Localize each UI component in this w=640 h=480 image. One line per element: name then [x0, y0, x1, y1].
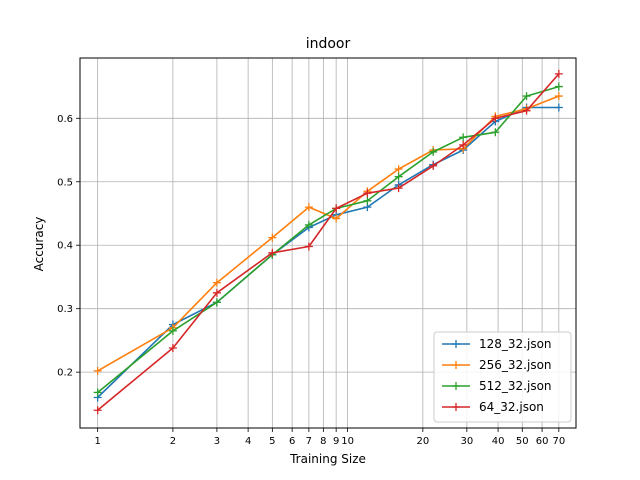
data-point-marker [212, 288, 221, 297]
x-tick-label: 8 [320, 436, 326, 447]
legend-label: 64_32.json [479, 400, 544, 414]
legend-label: 128_32.json [479, 337, 552, 351]
data-point-marker [491, 114, 500, 123]
x-tick-label: 30 [460, 436, 473, 447]
data-point-marker [332, 204, 341, 213]
y-tick-label: 0.5 [57, 177, 73, 188]
x-tick-label: 1 [94, 436, 100, 447]
series-64-32-json [93, 69, 563, 415]
y-tick-label: 0.2 [57, 368, 73, 379]
x-tick-label: 5 [269, 436, 275, 447]
data-point-marker [93, 366, 102, 375]
legend-item: 512_32.json [442, 379, 552, 393]
data-point-marker [522, 106, 531, 115]
y-tick-label: 0.4 [57, 241, 73, 252]
data-point-marker [363, 196, 372, 205]
data-point-marker [93, 388, 102, 397]
legend-item: 64_32.json [442, 400, 544, 414]
legend: 128_32.json 256_32.json 512_32.json 64_32.j… [433, 331, 572, 423]
data-point-marker [268, 248, 277, 257]
x-tick-label: 20 [416, 436, 429, 447]
data-point-marker [429, 161, 438, 170]
x-tick-label: 50 [516, 436, 529, 447]
legend-marker [452, 340, 460, 348]
axis-ticks: 1 2 3 4 5 6 7 8 9 10 20 30 40 50 60 70 0.2 0.3 0.4 0.5 0.6 [57, 114, 565, 447]
data-point-marker [332, 214, 341, 223]
data-point-marker [93, 406, 102, 415]
data-point-marker [459, 140, 468, 149]
y-tick-label: 0.3 [57, 304, 73, 315]
y-tick-label: 0.6 [57, 114, 73, 125]
x-tick-label: 6 [289, 436, 295, 447]
legend-label: 256_32.json [479, 358, 552, 372]
legend-label: 512_32.json [479, 379, 552, 393]
chart-title: indoor [306, 36, 351, 52]
data-point-marker [554, 69, 563, 78]
data-point-marker [268, 233, 277, 242]
legend-marker [452, 403, 460, 411]
x-tick-label: 9 [333, 436, 339, 447]
plot-frame [79, 57, 577, 429]
x-tick-label: 60 [536, 436, 549, 447]
data-point-marker [168, 326, 177, 335]
plot-series [93, 69, 563, 415]
x-tick-label: 40 [492, 436, 505, 447]
data-point-marker [429, 147, 438, 156]
x-axis-title: Training Size [289, 452, 366, 466]
data-point-marker [554, 82, 563, 91]
data-point-marker [304, 242, 313, 251]
data-point-marker [168, 344, 177, 353]
data-point-marker [394, 165, 403, 174]
legend-marker [452, 382, 460, 390]
x-tick-label: 7 [306, 436, 312, 447]
x-tick-label: 70 [552, 436, 565, 447]
legend-marker [452, 361, 460, 369]
legend-item: 256_32.json [442, 358, 552, 372]
series-512-32-json [93, 82, 563, 397]
data-point-marker [304, 220, 313, 229]
data-point-marker [459, 133, 468, 142]
data-point-marker [363, 189, 372, 198]
y-axis-title: Accuracy [32, 217, 46, 272]
x-tick-label: 2 [170, 436, 176, 447]
grid [80, 58, 576, 428]
legend-item: 128_32.json [442, 337, 552, 351]
legend-box [433, 331, 572, 423]
data-point-marker [491, 128, 500, 137]
data-point-marker [554, 92, 563, 101]
x-tick-label: 3 [214, 436, 220, 447]
data-point-marker [394, 184, 403, 193]
x-tick-label: 10 [341, 436, 354, 447]
data-point-marker [212, 298, 221, 307]
data-point-marker [394, 172, 403, 181]
data-point-marker [554, 103, 563, 112]
data-point-marker [522, 92, 531, 101]
data-point-marker [212, 278, 221, 287]
data-point-marker [304, 203, 313, 212]
x-tick-label: 4 [245, 436, 251, 447]
